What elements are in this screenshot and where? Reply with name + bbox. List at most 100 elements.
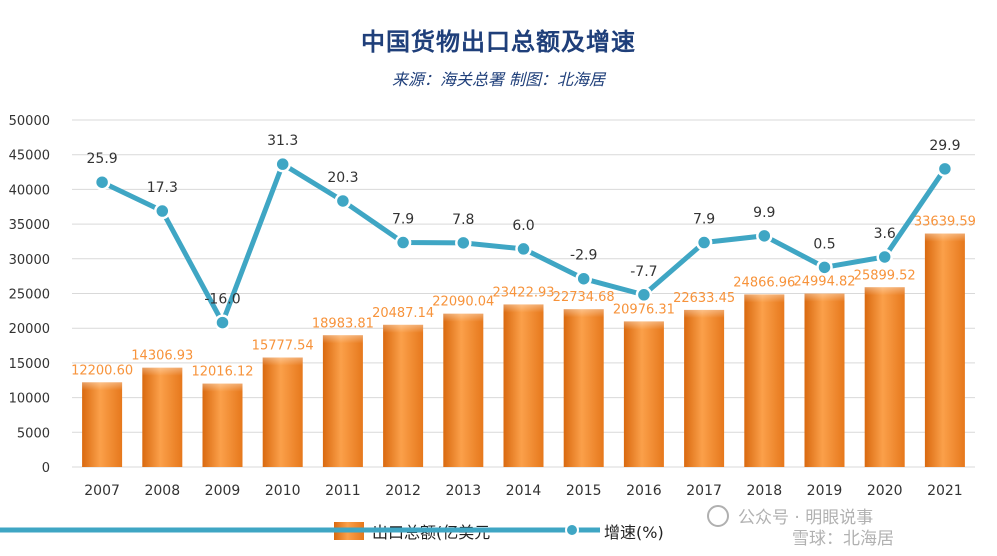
- legend-line-marker: [565, 523, 579, 537]
- rate-point: [635, 286, 653, 304]
- rate-data-label: 31.3: [267, 133, 298, 149]
- rate-point: [394, 234, 412, 251]
- rate-line-series: [93, 155, 954, 331]
- bar: [864, 287, 905, 467]
- x-tick-label: 2018: [746, 483, 782, 499]
- bar-data-label: 20487.14: [372, 306, 434, 321]
- bar: [322, 335, 363, 467]
- bar-highlight: [202, 383, 243, 392]
- bar-highlight: [142, 367, 183, 376]
- x-tick-label: 2016: [626, 483, 662, 499]
- rate-data-label: -7.7: [630, 264, 657, 280]
- rate-point: [334, 192, 352, 210]
- bar-highlight: [744, 294, 785, 303]
- bar-highlight: [383, 324, 424, 333]
- bar-data-label: 20976.31: [613, 302, 675, 317]
- x-tick-label: 2010: [265, 483, 301, 499]
- bar-data-label: 22734.68: [553, 290, 615, 305]
- chart-title: 中国货物出口总额及增速: [361, 28, 636, 56]
- bar-data-label: 12016.12: [191, 365, 253, 380]
- bar-highlight: [924, 233, 965, 242]
- x-tick-label: 2013: [445, 483, 481, 499]
- bar-data-label: 25899.52: [854, 268, 916, 283]
- bar-highlight: [563, 309, 604, 318]
- y-tick-label: 50000: [9, 114, 50, 129]
- bar: [563, 309, 604, 467]
- chart-subtitle: 来源：海关总署 制图：北海居: [391, 70, 606, 89]
- bar-highlight: [82, 382, 123, 391]
- y-tick-label: 5000: [17, 426, 50, 441]
- bar-data-label: 24866.96: [733, 275, 795, 290]
- y-tick-label: 40000: [9, 183, 50, 198]
- rate-data-label: 6.0: [512, 218, 534, 234]
- x-tick-label: 2015: [566, 483, 602, 499]
- x-tick-label: 2019: [807, 483, 843, 499]
- rate-data-label: 3.6: [874, 226, 896, 242]
- bar: [744, 294, 785, 467]
- bar-data-label: 12200.60: [71, 363, 133, 378]
- legend: 出口总额(亿美元 增速(%): [0, 522, 664, 542]
- bar-data-label: 15777.54: [252, 339, 314, 354]
- bar-data-label: 24994.82: [793, 275, 855, 290]
- bar-highlight: [684, 309, 725, 318]
- rate-point: [816, 259, 833, 276]
- x-tick-label: 2021: [927, 483, 963, 499]
- bar: [623, 321, 664, 467]
- rate-data-label: 7.8: [452, 212, 474, 228]
- bar-data-label: 33639.59: [914, 215, 976, 230]
- y-tick-label: 0: [42, 461, 50, 476]
- rate-point: [93, 173, 111, 191]
- rate-point: [695, 234, 713, 251]
- rate-data-labels: 25.9 17.3 -16.0 31.3 20.3 7.9 7.8 6.0 -2.9 -7.7 7.…: [87, 133, 961, 307]
- x-tick-label: 2017: [686, 483, 722, 499]
- bar: [383, 324, 424, 467]
- bar: [142, 367, 183, 467]
- legend-line-label: 增速(%): [604, 523, 664, 542]
- bar-data-label: 23422.93: [492, 285, 554, 300]
- rate-point: [756, 227, 773, 245]
- bar: [924, 233, 965, 467]
- bar-highlight: [322, 335, 363, 344]
- rate-point: [274, 155, 291, 173]
- bar: [503, 304, 544, 467]
- x-tick-label: 2008: [144, 483, 180, 499]
- bar: [804, 293, 845, 467]
- y-axis-ticks: 0 5000 10000 15000 20000 25000 30000 35000 40000…: [9, 114, 50, 476]
- rate-data-label: 29.9: [929, 138, 960, 154]
- y-tick-label: 30000: [9, 253, 50, 268]
- y-tick-label: 45000: [9, 149, 50, 164]
- rate-data-label: 0.5: [813, 236, 835, 252]
- bar: [82, 382, 123, 467]
- watermark-line1: 公众号 · 明眼说事: [738, 508, 873, 528]
- bar-highlight: [503, 304, 544, 313]
- y-tick-label: 15000: [9, 357, 50, 372]
- bar-highlight: [804, 293, 845, 302]
- rate-data-label: 17.3: [147, 180, 178, 196]
- watermark-line2: 雪球：北海居: [792, 529, 894, 549]
- bar-highlight: [443, 313, 484, 322]
- rate-point: [455, 234, 472, 252]
- rate-point: [214, 314, 231, 331]
- bar: [202, 383, 243, 467]
- y-tick-label: 35000: [9, 218, 50, 233]
- bar: [262, 357, 303, 467]
- bar-data-label: 22633.45: [673, 291, 735, 306]
- x-tick-label: 2012: [385, 483, 421, 499]
- rate-data-label: 9.9: [753, 205, 775, 221]
- x-tick-label: 2014: [506, 483, 542, 499]
- watermark: 公众号 · 明眼说事 雪球：北海居: [707, 505, 894, 549]
- bar-data-label: 18983.81: [312, 316, 374, 331]
- rate-data-label: 7.9: [693, 212, 715, 228]
- x-axis-ticks: 2007 2008 2009 2010 2011 2012 2013 2014 2015 2016…: [84, 483, 962, 499]
- y-tick-label: 10000: [9, 392, 50, 407]
- x-tick-label: 2011: [325, 483, 361, 499]
- rate-data-label: -16.0: [204, 292, 240, 308]
- rate-data-label: -2.9: [570, 248, 597, 264]
- bar-data-label: 22090.04: [432, 295, 494, 310]
- wechat-icon: [707, 505, 729, 527]
- rate-data-label: 25.9: [87, 151, 118, 167]
- rate-point: [515, 240, 532, 258]
